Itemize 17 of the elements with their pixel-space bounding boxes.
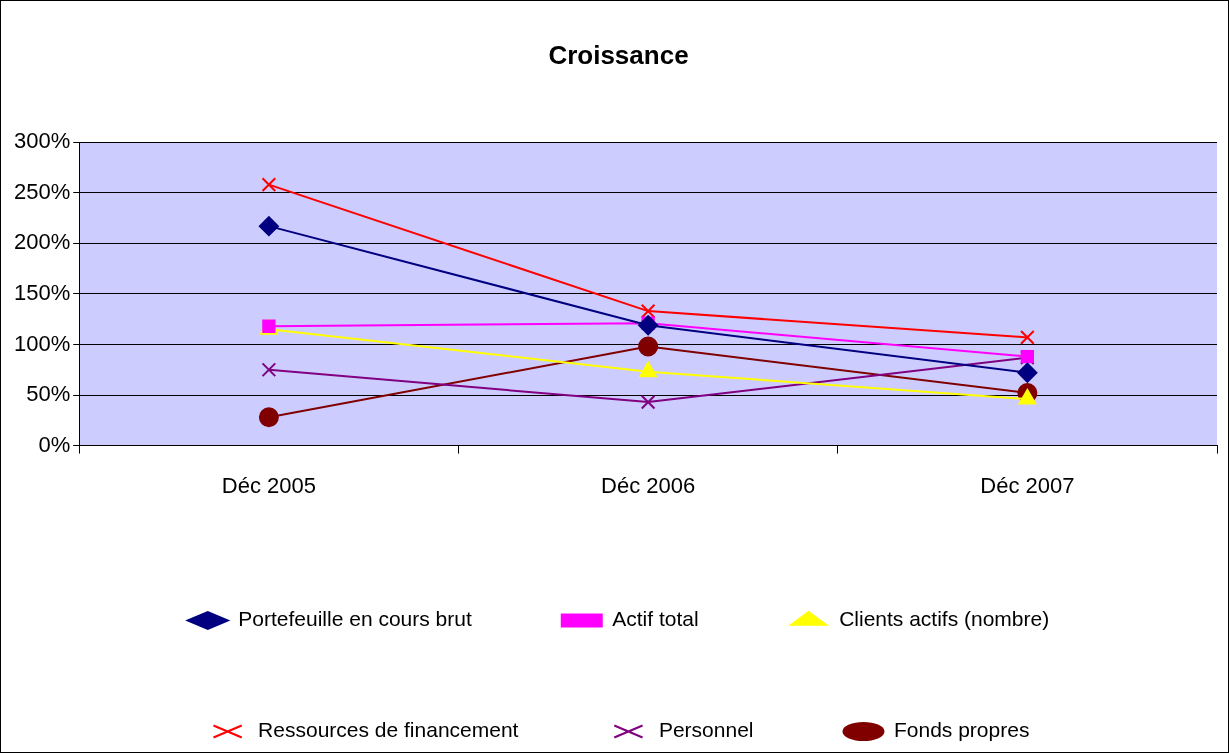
legend-label: Personnel <box>658 718 754 742</box>
legend-label: Portefeuille en cours brut <box>238 607 472 631</box>
y-tick-label: 300% <box>13 128 71 154</box>
y-tick-label: 0% <box>38 431 71 457</box>
legend-label: Clients actifs (nombre) <box>839 607 1050 631</box>
y-tick-label: 150% <box>13 279 71 305</box>
y-tick-label: 200% <box>13 229 71 255</box>
legend-label: Fonds propres <box>893 718 1030 742</box>
x-tick-label: Déc 2006 <box>601 472 696 498</box>
x-tick-label: Déc 2007 <box>980 472 1075 498</box>
x-tick-label: Déc 2005 <box>221 472 316 498</box>
y-tick-label: 250% <box>13 178 71 204</box>
chart-title: Croissance <box>548 39 689 70</box>
y-tick-label: 50% <box>26 381 71 407</box>
legend-label: Actif total <box>612 607 699 631</box>
legend-label: Ressources de financement <box>258 718 519 742</box>
y-tick-label: 100% <box>13 330 71 356</box>
